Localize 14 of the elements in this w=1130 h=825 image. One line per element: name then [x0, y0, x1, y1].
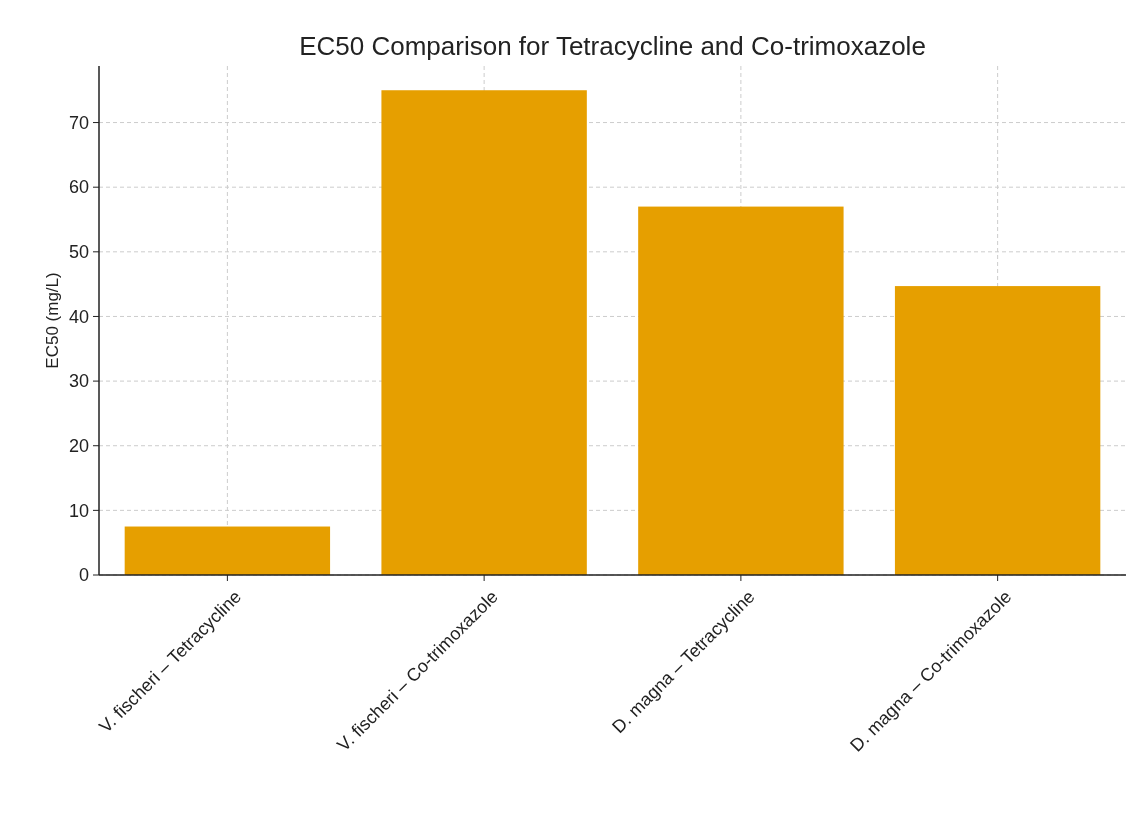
- bar: [124, 526, 331, 575]
- y-tick-label: 30: [68, 371, 89, 392]
- y-tick-label: 50: [68, 242, 89, 263]
- bar: [638, 206, 844, 575]
- y-tick-label: 40: [68, 306, 89, 327]
- y-axis-title: EC50 (mg/L): [43, 272, 62, 369]
- y-tick-label: 60: [68, 177, 89, 198]
- bar: [381, 90, 587, 575]
- y-tick-label: 10: [68, 500, 89, 521]
- bar: [894, 286, 1101, 575]
- y-tick-label: 70: [68, 112, 89, 133]
- chart-title: EC50 Comparison for Tetracycline and Co-trimoxazole: [299, 31, 926, 61]
- y-tick-label: 20: [68, 436, 89, 457]
- y-tick-label: 0: [78, 565, 89, 586]
